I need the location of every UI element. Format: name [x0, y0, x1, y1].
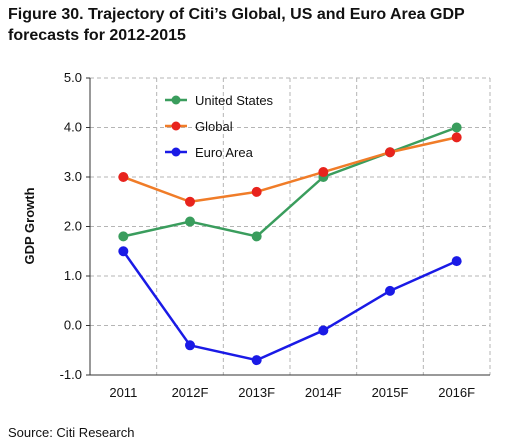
data-point-global [251, 186, 262, 197]
data-point-euro-area [385, 285, 395, 296]
y-tick-label: 1.0 [64, 268, 82, 283]
y-axis-label: GDP Growth [22, 187, 37, 264]
y-tick-label: 4.0 [64, 120, 82, 135]
data-point-global [118, 172, 129, 182]
data-point-united-states [251, 231, 262, 242]
data-point-global [385, 147, 395, 158]
y-tick-label: 2.0 [64, 219, 82, 234]
source-note: Source: Citi Research [8, 425, 135, 440]
data-point-euro-area [451, 256, 462, 267]
y-tick-label: 5.0 [64, 70, 82, 85]
x-tick-label: 2014F [305, 385, 342, 400]
series-line-euro-area [122, 250, 458, 362]
legend-marker-united-states [171, 95, 181, 105]
x-tick-label: 2016F [438, 385, 475, 400]
series-line-global [122, 136, 457, 203]
y-tick-label: 0.0 [64, 318, 82, 333]
y-tick-label: -1.0 [60, 367, 82, 382]
data-point-euro-area [118, 246, 129, 257]
data-point-euro-area [185, 340, 195, 351]
x-tick-label: 2015F [372, 385, 409, 400]
grid [90, 77, 491, 375]
x-tick-label: 2011 [109, 385, 137, 400]
legend: United States Global Euro Area [165, 93, 274, 160]
axes: -1.0 0.0 1.0 2.0 3.0 4.0 5.0 2011 2012F 2013F 2014… [60, 70, 490, 400]
x-tick-label: 2013F [238, 385, 275, 400]
series-line-united-states [123, 126, 458, 238]
legend-label-global: Global [195, 119, 233, 134]
data-point-united-states [451, 122, 462, 133]
legend-label-united-states: United States [195, 93, 274, 108]
y-tick-label: 3.0 [64, 169, 82, 184]
data-point-united-states [185, 216, 195, 227]
legend-marker-euro-area [171, 147, 181, 157]
data-point-global [451, 132, 462, 143]
series [118, 122, 462, 366]
data-point-global [185, 196, 195, 207]
figure-title: Figure 30. Trajectory of Citi’s Global, … [8, 6, 465, 44]
data-point-global [318, 167, 329, 178]
data-point-euro-area [251, 355, 262, 366]
legend-marker-global [171, 121, 181, 131]
x-tick-label: 2012F [172, 385, 209, 400]
data-point-united-states [118, 231, 129, 242]
legend-label-euro-area: Euro Area [195, 145, 254, 160]
data-point-euro-area [318, 325, 329, 336]
